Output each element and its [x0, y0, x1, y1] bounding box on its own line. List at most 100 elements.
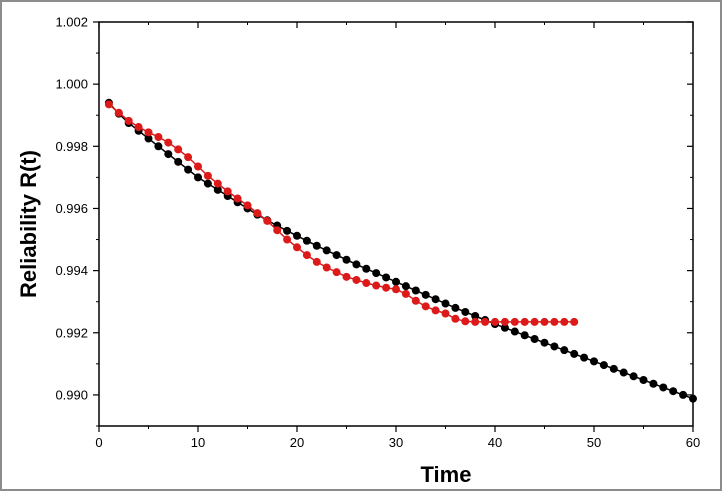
series-2: [104, 100, 579, 326]
data-point: [530, 334, 539, 343]
data-point: [213, 185, 222, 194]
x-tick-label: 60: [686, 435, 700, 450]
data-point: [293, 231, 301, 240]
data-point: [520, 331, 529, 340]
data-point: [382, 273, 391, 282]
data-point: [639, 376, 648, 385]
data-point: [322, 263, 331, 272]
data-point: [243, 201, 252, 210]
data-point: [372, 269, 381, 278]
data-point: [461, 317, 470, 326]
data-point: [352, 275, 361, 284]
y-axis-title: Reliability R(t): [16, 150, 41, 298]
data-point: [184, 153, 193, 162]
data-point: [154, 142, 163, 151]
data-point: [431, 295, 440, 304]
x-axis-ticks: 0 10 20 30 40 50 60: [95, 22, 700, 450]
data-point: [342, 272, 351, 281]
data-point: [580, 353, 589, 362]
data-point: [540, 317, 549, 326]
y-tick-label: 1.002: [55, 15, 88, 30]
data-point: [411, 286, 420, 295]
data-point: [154, 132, 163, 141]
data-point: [599, 361, 608, 370]
x-tick-label: 30: [389, 435, 403, 450]
data-point: [570, 349, 579, 358]
y-tick-label: 1.000: [55, 77, 88, 92]
data-point: [203, 171, 212, 180]
data-point: [590, 357, 598, 366]
x-tick-label: 50: [587, 435, 601, 450]
data-point: [194, 173, 202, 182]
data-point: [283, 235, 292, 244]
data-point: [550, 342, 559, 351]
series-1: [104, 98, 697, 403]
data-point: [184, 165, 193, 174]
data-point: [283, 226, 292, 235]
data-point: [233, 194, 242, 203]
y-tick-label: 0.994: [55, 263, 88, 278]
data-point: [659, 383, 668, 392]
data-point: [421, 302, 430, 311]
data-point: [392, 285, 400, 294]
data-point: [510, 317, 519, 326]
data-point: [619, 368, 628, 377]
data-point: [411, 296, 420, 305]
data-point: [253, 209, 262, 218]
data-point: [194, 162, 202, 171]
data-point: [689, 394, 697, 403]
x-axis-title: Time: [421, 462, 472, 487]
data-point: [401, 282, 410, 291]
data-point: [520, 317, 529, 326]
y-tick-label: 0.996: [55, 201, 88, 216]
data-point: [263, 216, 272, 225]
data-point: [312, 257, 321, 266]
data-point: [481, 317, 490, 326]
data-point: [114, 108, 123, 117]
x-tick-label: 10: [191, 435, 205, 450]
series-line: [108, 102, 694, 400]
data-point: [382, 283, 391, 292]
data-point: [540, 338, 549, 347]
data-point: [471, 317, 480, 326]
data-point: [352, 260, 361, 269]
data-point: [649, 379, 658, 388]
data-point: [174, 157, 183, 166]
data-point: [500, 317, 509, 326]
data-point: [461, 307, 470, 316]
data-point: [164, 138, 173, 147]
series-line: [108, 103, 575, 323]
data-point: [570, 317, 579, 326]
x-tick-label: 40: [488, 435, 502, 450]
data-point: [104, 100, 113, 109]
data-point: [560, 317, 569, 326]
data-point: [302, 251, 311, 260]
data-point: [362, 279, 371, 288]
data-point: [401, 289, 410, 298]
data-point: [609, 364, 618, 373]
data-point: [124, 116, 133, 125]
series-layer: [104, 98, 697, 403]
y-tick-label: 0.992: [55, 325, 88, 340]
data-point: [530, 317, 539, 326]
data-point: [273, 226, 282, 235]
data-point: [213, 179, 222, 188]
data-point: [332, 251, 341, 260]
data-point: [679, 390, 688, 399]
data-point: [223, 187, 232, 196]
data-point: [362, 264, 371, 273]
data-point: [322, 246, 331, 255]
data-point: [629, 372, 638, 381]
x-tick-label: 0: [95, 435, 102, 450]
data-point: [560, 346, 569, 355]
data-point: [144, 134, 153, 143]
data-point: [312, 241, 321, 250]
y-tick-label: 0.998: [55, 139, 88, 154]
data-point: [510, 327, 519, 336]
x-tick-label: 20: [290, 435, 304, 450]
data-point: [134, 123, 143, 132]
data-point: [451, 303, 460, 312]
data-point: [431, 306, 440, 315]
data-point: [500, 323, 509, 332]
